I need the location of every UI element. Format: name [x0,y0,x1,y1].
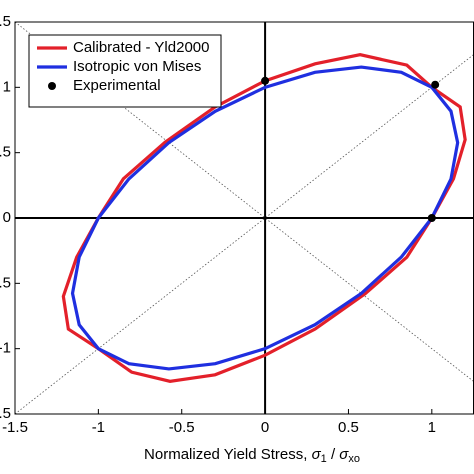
x-tick-label: 1 [428,419,436,436]
x-label-sub: 1 [321,453,327,465]
x-tick-label: -0.5 [169,419,195,436]
experimental-point [261,76,270,85]
diagonal [14,54,474,415]
legend-swatch [48,82,56,90]
y-tick-label: -1 [0,340,11,357]
x-tick-label: 0 [261,419,269,436]
x-label-symbol: σ [339,446,349,463]
experimental-point [427,214,436,222]
y-tick-label: 0.5 [0,144,11,161]
x-label-sep: / [327,446,340,463]
x-axis-label: Normalized Yield Stress, σ1 / σxo [144,446,360,465]
x-tick-label: -1.5 [2,419,28,436]
y-tick-label: 1.5 [0,13,11,30]
y-tick-label: 1 [3,78,11,95]
x-tick-label: -1 [92,419,105,436]
x-tick-label: 0.5 [338,419,359,436]
y-tick-label: -0.5 [0,274,11,291]
diagonal [14,21,474,382]
legend-label: Experimental [73,77,161,94]
x-label-symbol: σ [312,446,322,463]
legend-label: Calibrated - Yld2000 [73,39,209,56]
x-label-sub: xo [348,453,360,465]
legend-label: Isotropic von Mises [73,58,201,75]
y-tick-label: 0 [3,209,11,226]
y-tick-label: -1.5 [0,405,11,422]
x-label-text: Normalized Yield Stress, [144,446,312,463]
experimental-point [431,80,440,89]
